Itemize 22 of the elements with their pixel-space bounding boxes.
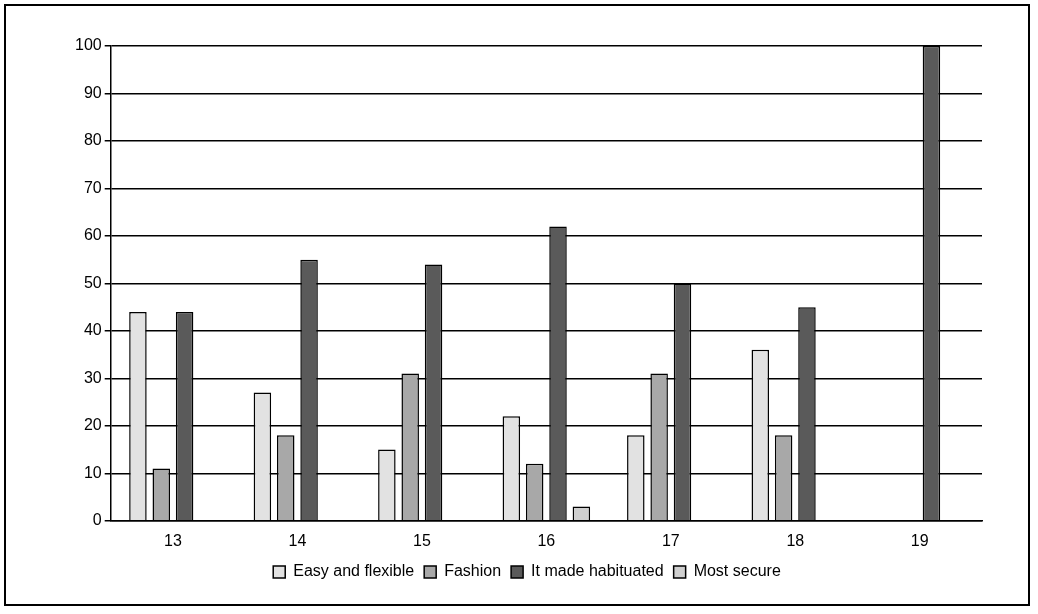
y-tick-label: 60 [83, 226, 102, 244]
legend-label: Fashion [444, 562, 502, 580]
x-tick-label: 15 [412, 531, 431, 549]
y-tick-label: 30 [83, 368, 102, 386]
x-tick-label: 18 [786, 531, 805, 549]
y-tick-label: 40 [83, 321, 102, 339]
x-tick-label: 19 [910, 531, 929, 549]
y-tick-label: 20 [83, 416, 102, 434]
y-tick-label: 70 [83, 178, 102, 196]
y-tick-label: 80 [83, 131, 102, 149]
x-tick-label: 13 [164, 531, 182, 549]
y-tick-label: 0 [92, 511, 102, 529]
legend-label: It made habituated [531, 562, 664, 580]
y-tick-label: 90 [83, 83, 102, 101]
x-tick-label: 16 [537, 531, 556, 549]
legend-label: Most secure [693, 562, 781, 580]
y-tick-label: 50 [83, 273, 102, 291]
legend-label: Easy and flexible [293, 562, 415, 580]
x-tick-label: 17 [661, 531, 680, 549]
y-tick-label: 100 [74, 36, 102, 54]
y-tick-label: 10 [83, 463, 102, 481]
x-tick-label: 14 [288, 531, 307, 549]
